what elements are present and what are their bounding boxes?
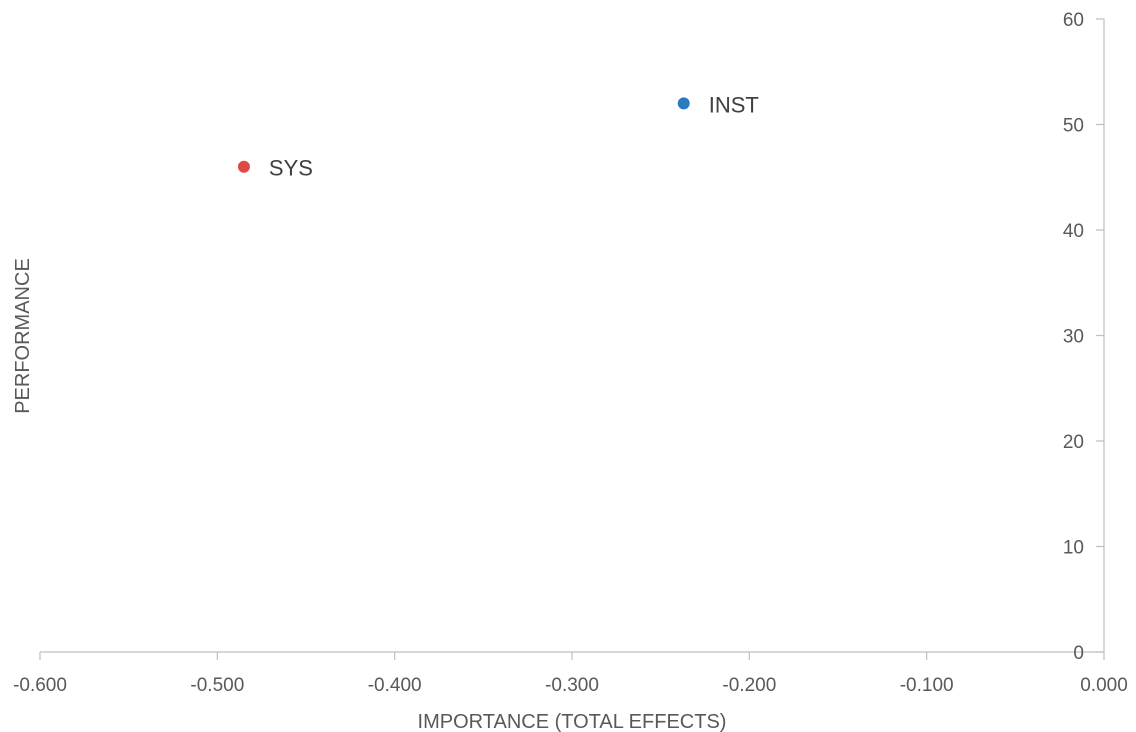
data-label-inst: INST bbox=[709, 92, 759, 117]
x-tick-label: -0.400 bbox=[368, 675, 422, 696]
data-point-sys bbox=[237, 160, 250, 173]
axes: -0.600 -0.500 -0.400 -0.300 -0.200 -0.100 0.00… bbox=[13, 10, 1128, 696]
y-tick-label: 50 bbox=[1063, 116, 1084, 137]
y-tick-label: 60 bbox=[1063, 10, 1084, 31]
data-label-sys: SYS bbox=[269, 156, 313, 181]
x-tick-label: -0.200 bbox=[722, 675, 776, 696]
y-tick-label: 20 bbox=[1063, 432, 1084, 453]
data-points: SYS INST bbox=[237, 92, 759, 181]
y-axis-title: PERFORMANCE bbox=[12, 258, 34, 414]
y-tick-label: 40 bbox=[1063, 221, 1084, 242]
data-point-inst bbox=[677, 97, 690, 110]
x-tick-label: -0.300 bbox=[545, 675, 599, 696]
y-tick-label: 10 bbox=[1063, 538, 1084, 559]
x-tick-label: -0.500 bbox=[190, 675, 244, 696]
x-axis-title: IMPORTANCE (TOTAL EFFECTS) bbox=[418, 711, 727, 732]
x-tick-label: -0.600 bbox=[13, 675, 67, 696]
y-tick-label: 30 bbox=[1063, 327, 1084, 348]
x-tick-label: -0.100 bbox=[900, 675, 954, 696]
x-tick-label: 0.000 bbox=[1080, 675, 1128, 696]
y-tick-label: 0 bbox=[1073, 643, 1084, 664]
